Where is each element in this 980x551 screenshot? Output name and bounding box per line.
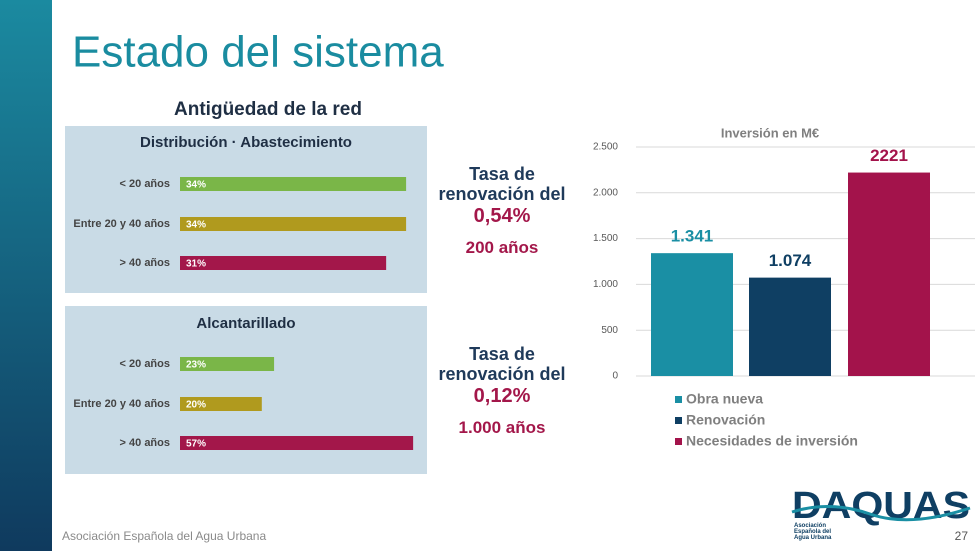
chart-title: Inversión en M€ — [721, 125, 819, 140]
bar — [848, 172, 930, 376]
legend-label: Renovación — [686, 412, 765, 428]
data-label: 20% — [186, 400, 206, 411]
y-tick-label: 1.500 — [593, 233, 618, 244]
data-label: 57% — [186, 439, 206, 450]
logo-tagline: Asociación Española del Agua Urbana — [794, 523, 832, 541]
data-label: 1.341 — [671, 227, 714, 246]
bar — [180, 177, 407, 191]
slide-title: Estado del sistema — [72, 28, 444, 77]
data-label: 31% — [186, 259, 206, 270]
chart-title: Distribución · Abastecimiento — [140, 134, 352, 151]
bar — [651, 253, 733, 376]
data-label: 34% — [186, 180, 206, 191]
chart-title: Alcantarillado — [196, 315, 295, 332]
y-tick-label: 2.500 — [593, 142, 618, 153]
footer: Asociación Española del Agua Urbana — [62, 529, 266, 543]
note-years: 1.000 años — [458, 418, 546, 437]
note-heading: Tasa de renovación del — [438, 344, 566, 384]
category-label: > 40 años — [120, 437, 170, 449]
bar — [749, 277, 831, 376]
note-rate: 0,54% — [473, 205, 531, 227]
category-label: < 20 años — [120, 178, 170, 190]
bar — [180, 357, 275, 371]
data-label: 1.074 — [769, 251, 812, 270]
note-years: 200 años — [465, 238, 539, 257]
note-rate: 0,12% — [473, 385, 531, 407]
category-label: > 40 años — [120, 257, 170, 269]
y-tick-label: 500 — [601, 325, 618, 336]
y-tick-label: 2.000 — [593, 187, 618, 198]
legend-label: Necesidades de inversión — [686, 433, 858, 449]
note-heading: Tasa de renovación del — [438, 164, 566, 204]
page-number: 27 — [955, 529, 969, 543]
side-stripe — [0, 0, 52, 551]
legend-swatch — [675, 396, 682, 403]
note: Tasa de renovación del 0,12% 1.000 años — [427, 344, 577, 438]
note: Tasa de renovación del 0,54% 200 años — [427, 164, 577, 258]
logo-wave — [791, 504, 971, 522]
category-label: Entre 20 y 40 años — [73, 398, 170, 410]
section-title: Antigüedad de la red — [174, 99, 362, 120]
category-label: Entre 20 y 40 años — [73, 218, 170, 230]
bar — [180, 436, 414, 450]
bar — [180, 217, 407, 231]
data-label: 34% — [186, 220, 206, 231]
legend-swatch — [675, 417, 682, 424]
legend-swatch — [675, 438, 682, 445]
data-label: 23% — [186, 360, 206, 371]
data-label: 2221 — [870, 146, 908, 165]
legend-label: Obra nueva — [686, 391, 763, 407]
y-tick-label: 1.000 — [593, 279, 618, 290]
bar — [180, 256, 387, 270]
bar — [180, 397, 262, 411]
y-tick-label: 0 — [612, 371, 618, 382]
category-label: < 20 años — [120, 358, 170, 370]
